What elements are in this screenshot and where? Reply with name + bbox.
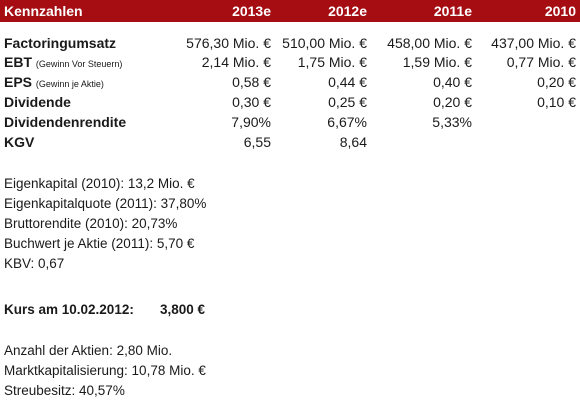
year-column-2: 2012e bbox=[328, 3, 367, 19]
cell-2012e: 1,75 Mio. € bbox=[297, 54, 367, 70]
row-label: Dividendenrendite bbox=[4, 114, 127, 130]
year-column-4: 2010 bbox=[544, 3, 576, 19]
cell-2013e: 2,14 Mio. € bbox=[201, 54, 271, 70]
row-label: Factoringumsatz bbox=[4, 35, 117, 51]
cell-2013e: 0,58 € bbox=[232, 74, 271, 90]
cell-2011e: 0,40 € bbox=[433, 74, 472, 90]
row-label: EBT (Gewinn Vor Steuern) bbox=[4, 54, 123, 70]
cell-2010: 0,10 € bbox=[537, 94, 576, 110]
year-column-3: 2011e bbox=[433, 3, 472, 19]
info-bruttorendite: Bruttorendite (2010): 20,73% bbox=[4, 216, 178, 231]
cell-2010: 0,77 Mio. € bbox=[506, 54, 576, 70]
row-kgv: KGV 6,55 8,64 bbox=[0, 134, 580, 154]
cell-2012e: 0,44 € bbox=[328, 74, 367, 90]
info-eigenkapital: Eigenkapital (2010): 13,2 Mio. € bbox=[4, 176, 195, 191]
info-marktkapitalisierung: Marktkapitalisierung: 10,78 Mio. € bbox=[4, 363, 206, 378]
cell-2013e: 0,30 € bbox=[232, 94, 271, 110]
cell-2012e: 8,64 bbox=[339, 134, 367, 150]
cell-2013e: 7,90% bbox=[231, 114, 271, 130]
row-label: EPS (Gewinn je Aktie) bbox=[4, 74, 104, 90]
row-label: Dividende bbox=[4, 94, 71, 110]
table-header: Kennzahlen 2013e 2012e 2011e 2010 bbox=[0, 0, 580, 22]
row-ebt: EBT (Gewinn Vor Steuern) 2,14 Mio. € 1,7… bbox=[0, 54, 580, 74]
cell-2012e: 0,25 € bbox=[328, 94, 367, 110]
cell-2013e: 576,30 Mio. € bbox=[186, 35, 271, 51]
header-label: Kennzahlen bbox=[4, 3, 83, 19]
cell-2011e: 458,00 Mio. € bbox=[387, 35, 472, 51]
info-kbv: KBV: 0,67 bbox=[4, 256, 65, 271]
kurs-label: Kurs am 10.02.2012: bbox=[4, 302, 134, 317]
row-eps: EPS (Gewinn je Aktie) 0,58 € 0,44 € 0,40… bbox=[0, 74, 580, 94]
cell-2013e: 6,55 bbox=[243, 134, 271, 150]
cell-2011e: 5,33% bbox=[432, 114, 472, 130]
info-streubesitz: Streubesitz: 40,57% bbox=[4, 383, 125, 398]
cell-2011e: 1,59 Mio. € bbox=[402, 54, 472, 70]
cell-2012e: 510,00 Mio. € bbox=[282, 35, 367, 51]
row-dividendenrendite: Dividendenrendite 7,90% 6,67% 5,33% bbox=[0, 114, 580, 134]
row-sublabel: (Gewinn je Aktie) bbox=[35, 79, 104, 89]
kurs-value: 3,800 € bbox=[160, 302, 206, 317]
row-label: KGV bbox=[4, 134, 35, 150]
cell-2010: 437,00 Mio. € bbox=[491, 35, 576, 51]
cell-2012e: 6,67% bbox=[327, 114, 367, 130]
cell-2010: 0,20 € bbox=[537, 74, 576, 90]
info-buchwert: Buchwert je Aktie (2011): 5,70 € bbox=[4, 236, 195, 251]
info-anzahl-aktien: Anzahl der Aktien: 2,80 Mio. bbox=[4, 343, 173, 358]
row-factoringumsatz: Factoringumsatz 576,30 Mio. € 510,00 Mio… bbox=[0, 35, 580, 55]
info-eigenkapitalquote: Eigenkapitalquote (2011): 37,80% bbox=[4, 196, 207, 211]
year-column-1: 2013e bbox=[232, 3, 271, 19]
row-sublabel: (Gewinn Vor Steuern) bbox=[35, 59, 123, 69]
row-dividende: Dividende 0,30 € 0,25 € 0,20 € 0,10 € bbox=[0, 94, 580, 114]
cell-2011e: 0,20 € bbox=[433, 94, 472, 110]
